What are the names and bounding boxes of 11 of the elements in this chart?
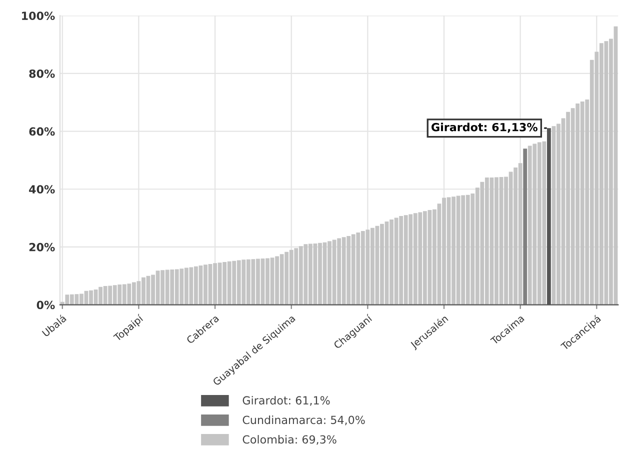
y-tick-label: 60%: [29, 127, 55, 136]
y-tick-label: 20%: [29, 242, 55, 252]
annotation: Girardot: 61,13%: [432, 122, 538, 133]
legend-label: Cundinamarca: 54,0%: [242, 416, 365, 426]
legend-label: Girardot: 61,1%: [242, 396, 330, 406]
y-tick-label: 100%: [22, 12, 55, 20]
y-tick-label: 0%: [36, 300, 55, 310]
y-tick-label: 40%: [29, 185, 55, 194]
y-tick-label: 80%: [29, 69, 55, 78]
legend-label: Colombia: 69,3%: [242, 435, 336, 445]
bar: [523, 148, 528, 305]
